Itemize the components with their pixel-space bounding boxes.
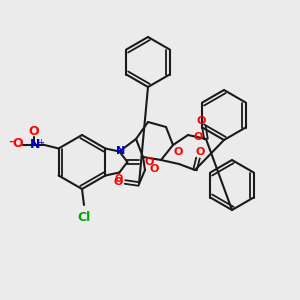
Text: N: N bbox=[29, 138, 40, 151]
Text: O: O bbox=[193, 132, 202, 142]
Text: N: N bbox=[116, 146, 125, 155]
Text: O: O bbox=[150, 164, 159, 174]
Text: -: - bbox=[8, 134, 14, 149]
Text: O: O bbox=[144, 157, 154, 167]
Text: O: O bbox=[195, 147, 205, 157]
Text: O: O bbox=[12, 137, 23, 150]
Text: +: + bbox=[38, 138, 44, 147]
Text: Cl: Cl bbox=[77, 211, 91, 224]
Text: O: O bbox=[173, 147, 183, 157]
Text: O: O bbox=[28, 125, 39, 138]
Text: O: O bbox=[114, 173, 122, 184]
Text: O: O bbox=[196, 116, 206, 126]
Text: O: O bbox=[113, 177, 123, 187]
